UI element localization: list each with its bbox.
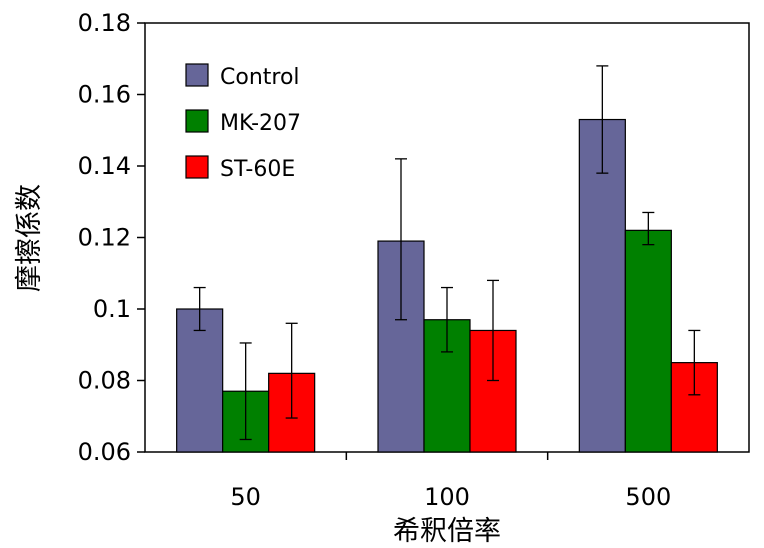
x-axis-title: 希釈倍率 xyxy=(393,516,501,547)
x-tick-label: 100 xyxy=(424,483,470,511)
bar-mk-207-500 xyxy=(624,229,672,453)
y-tick-label: 0.12 xyxy=(78,224,131,252)
y-tick-label: 0.16 xyxy=(78,81,131,109)
legend-label: ST-60E xyxy=(220,157,295,182)
plot-area xyxy=(144,22,750,453)
legend-swatch-st-60e xyxy=(185,155,209,179)
bar-control-500 xyxy=(578,118,626,453)
y-tick-label: 0.1 xyxy=(93,295,131,323)
y-tick-label: 0.18 xyxy=(78,9,131,37)
x-tick-label: 500 xyxy=(625,483,671,511)
y-axis: 0.06 0.08 0.1 0.12 0.14 0.16 0.18 xyxy=(78,9,145,466)
legend-swatch-control xyxy=(185,63,209,87)
x-axis: 50 100 500 xyxy=(230,452,671,511)
x-tick-label: 50 xyxy=(230,483,261,511)
y-tick-label: 0.08 xyxy=(78,367,131,395)
y-tick-label: 0.14 xyxy=(78,152,131,180)
y-tick-label: 0.06 xyxy=(78,438,131,466)
legend-label: MK-207 xyxy=(220,111,301,136)
bar-control-50 xyxy=(176,308,224,453)
error-bars xyxy=(193,65,701,441)
legend-label: Control xyxy=(220,65,300,90)
legend-swatch-mk-207 xyxy=(185,109,209,133)
bar-control-100 xyxy=(377,240,425,453)
legend: Control MK-207 ST-60E xyxy=(185,63,301,182)
y-axis-title: 摩擦係数 xyxy=(14,184,45,292)
